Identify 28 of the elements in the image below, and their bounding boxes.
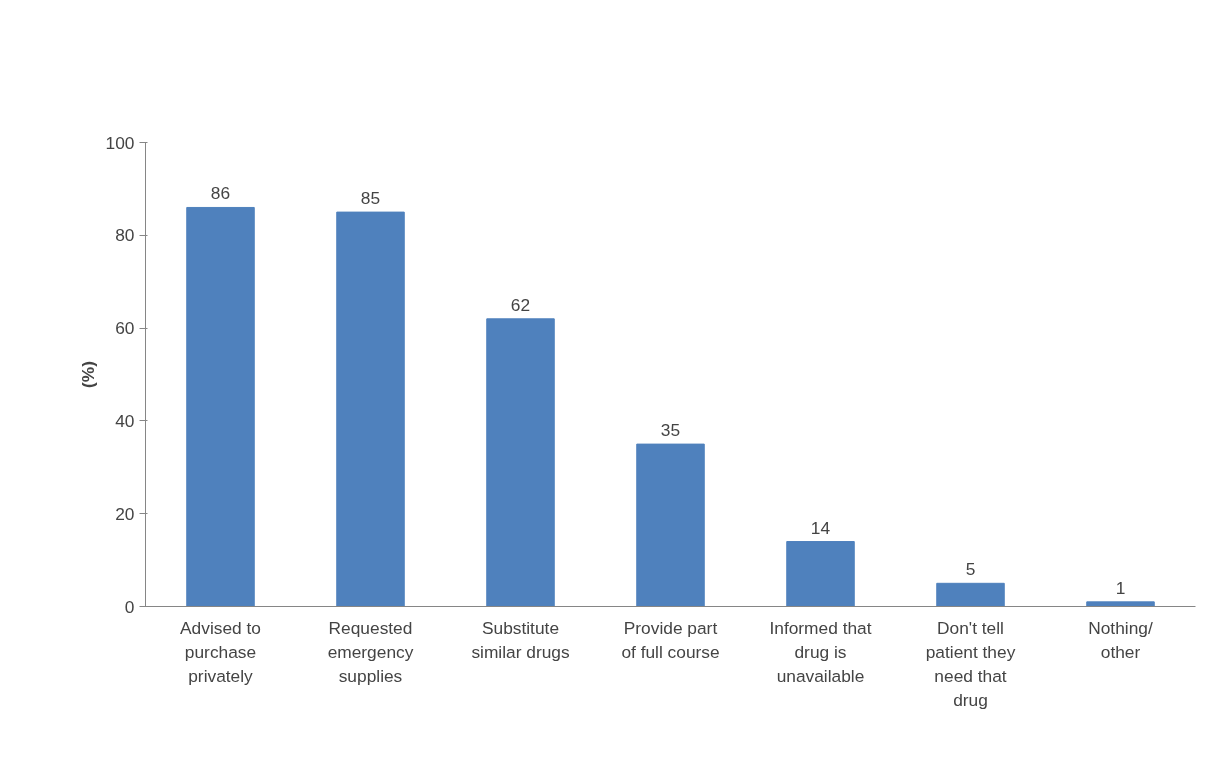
bar: [936, 582, 1005, 607]
data-label: 5: [965, 559, 976, 580]
bar: [186, 206, 255, 607]
y-tick-label: 80: [115, 225, 135, 246]
bar: [1086, 601, 1155, 607]
data-label: 85: [360, 188, 381, 209]
bar: [486, 318, 555, 607]
data-label: 1: [1115, 577, 1126, 598]
y-tick-label: 40: [115, 410, 135, 431]
y-tick-label: 60: [115, 318, 135, 339]
x-tick-label: Provide part of full course: [621, 617, 720, 662]
y-axis-title: (%): [77, 361, 98, 388]
bar: [786, 541, 855, 607]
x-tick-label: Nothing/ other: [1088, 617, 1153, 662]
y-tick-label: 20: [115, 503, 135, 524]
x-tick-label: Informed that drug is unavailable: [769, 617, 872, 686]
bar: [336, 211, 405, 607]
bar: [636, 443, 705, 607]
data-label: 35: [660, 420, 681, 441]
data-label: 62: [510, 294, 531, 315]
x-tick-label: Advised to purchase privately: [180, 617, 261, 686]
y-tick-label: 0: [124, 596, 135, 617]
x-tick-label: Don't tell patient they need that drug: [925, 617, 1016, 710]
x-tick-label: Substitute similar drugs: [471, 617, 570, 662]
x-tick-label: Requested emergency supplies: [327, 617, 414, 686]
data-label: 14: [810, 517, 831, 538]
data-label: 86: [210, 183, 231, 204]
y-tick-label: 100: [105, 132, 135, 153]
